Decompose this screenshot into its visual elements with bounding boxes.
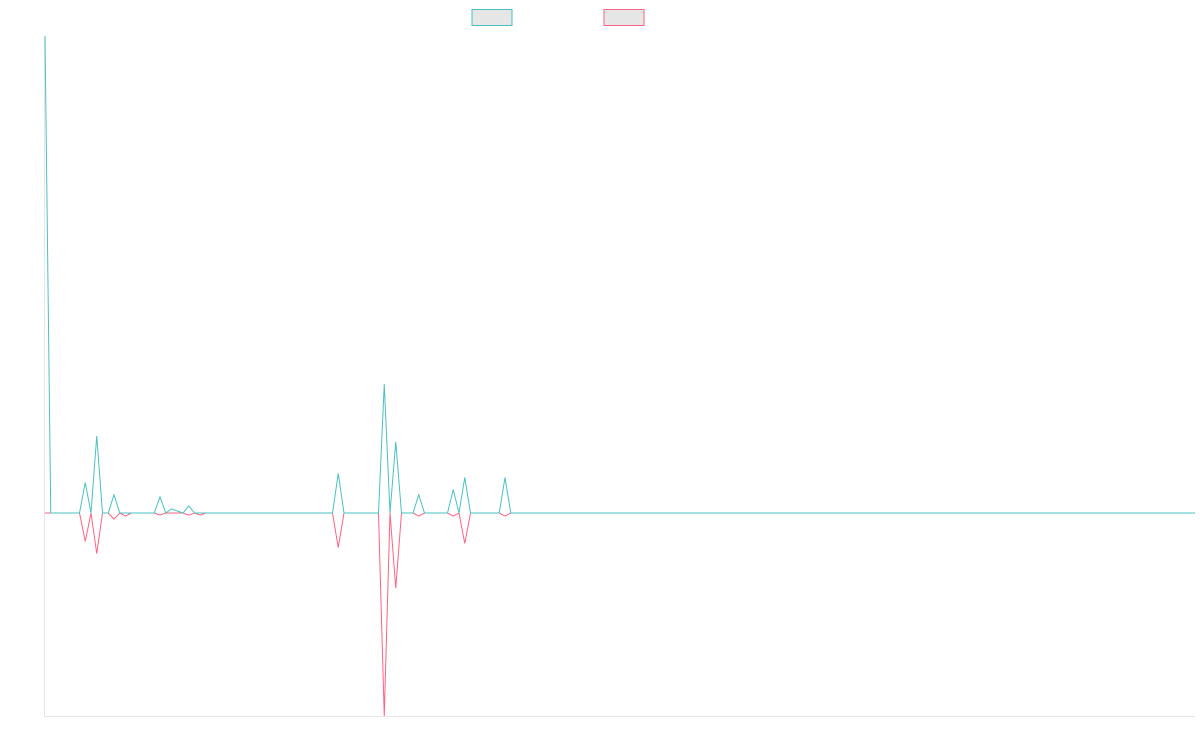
series-line-1	[44, 35, 1195, 514]
legend-swatch-series-1[interactable]	[471, 9, 513, 26]
legend-swatch-series-2[interactable]	[603, 9, 645, 26]
series-line-2	[45, 512, 1195, 717]
plot-area	[44, 35, 1195, 717]
axes	[44, 36, 1195, 717]
legend	[471, 9, 645, 26]
